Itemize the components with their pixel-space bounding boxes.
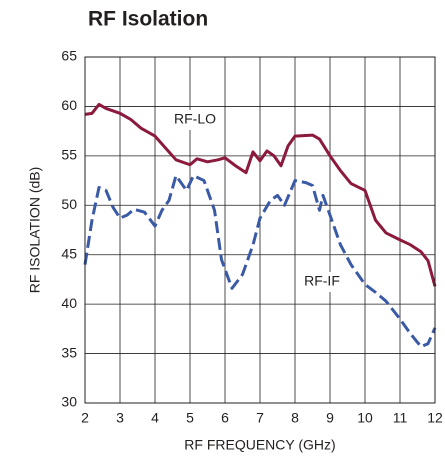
x-tick-label: 6	[221, 410, 229, 426]
y-tick-label: 40	[61, 295, 77, 311]
y-tick-label: 35	[61, 344, 77, 360]
x-tick-label: 10	[357, 410, 373, 426]
x-tick-label: 5	[186, 410, 194, 426]
x-axis-label: RF FREQUENCY (GHz)	[184, 437, 335, 453]
y-tick-label: 60	[61, 97, 77, 113]
y-axis-label: RF ISOLATION (dB)	[27, 167, 43, 294]
y-tick-label: 55	[61, 147, 77, 163]
x-tick-label: 7	[256, 410, 264, 426]
x-tick-label: 4	[151, 410, 159, 426]
chart-title: RF Isolation	[88, 8, 208, 31]
label-background	[296, 272, 348, 292]
label-background	[169, 110, 221, 130]
x-tick-label: 12	[427, 410, 443, 426]
series-line	[83, 174, 437, 349]
x-tick-label: 11	[393, 410, 408, 426]
y-tick-label: 50	[61, 196, 77, 212]
x-tick-label: 8	[291, 410, 299, 426]
y-tick-label: 30	[61, 394, 77, 410]
x-tick-label: 3	[116, 410, 124, 426]
plot-frame	[84, 56, 436, 404]
series-label: RF-LO	[174, 111, 216, 127]
x-tick-label: 2	[81, 410, 89, 426]
series-label: RF-IF	[304, 273, 340, 289]
series-line	[84, 102, 437, 287]
y-tick-label: 65	[61, 48, 77, 64]
x-tick-label: 9	[326, 410, 334, 426]
y-tick-label: 45	[61, 245, 77, 261]
